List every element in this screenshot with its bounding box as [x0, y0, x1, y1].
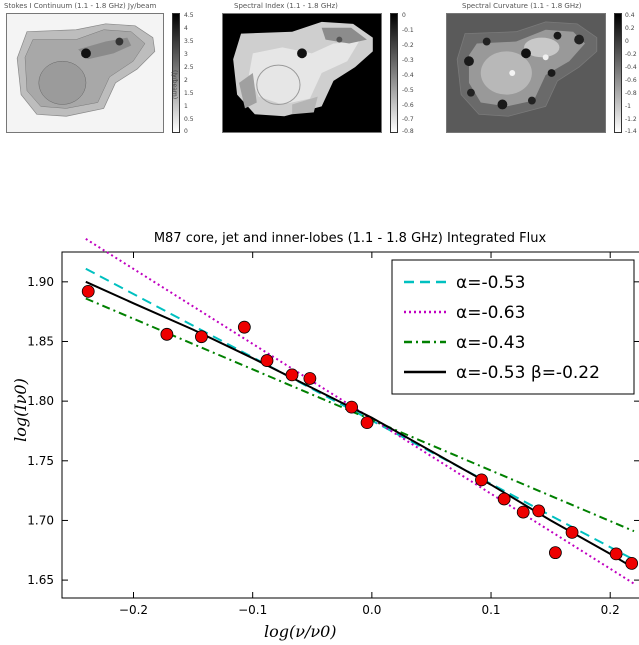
colorbar-tick: -0.2	[402, 42, 414, 49]
x-axis-label: log(ν/ν0)	[264, 622, 337, 641]
y-axis-label: log(Iν0)	[11, 378, 30, 442]
colorbar-tick: -0.3	[402, 57, 414, 64]
colorbar-tick: -0.6	[402, 102, 414, 109]
colorbar-tick: -0.5	[402, 87, 414, 94]
x-tick-label: 0.1	[481, 603, 500, 617]
colorbar-tick: 2.5	[184, 64, 194, 71]
y-tick-label: 1.70	[27, 513, 54, 527]
data-point	[195, 330, 208, 344]
data-point	[625, 557, 639, 570]
colorbar-tick: 1.5	[184, 90, 194, 97]
colorbar-tick: -1.4	[625, 128, 637, 135]
legend-label: α=-0.53 β=-0.22	[456, 363, 600, 383]
colorbar-tick: 0.2	[625, 25, 635, 32]
data-point	[160, 327, 174, 341]
spectral-curvature-image	[446, 13, 606, 133]
y-axis: 1.65 1.70 1.75 1.80 1.85 1.90	[27, 275, 639, 587]
colorbar-tick: 0	[402, 12, 406, 19]
colorbar-tick: -1.2	[625, 116, 637, 123]
data-points	[81, 284, 639, 570]
plot-frame	[61, 251, 639, 599]
stokes-i-panel-title: Stokes I Continuum (1.1 - 1.8 GHz) Jy/be…	[4, 2, 157, 10]
data-point	[475, 473, 488, 487]
data-point	[565, 525, 579, 539]
colorbar-tick: 4.5	[184, 12, 194, 19]
data-point	[532, 504, 546, 518]
data-point	[285, 368, 299, 382]
x-axis: −0.2 −0.1 0.0 0.1 0.2	[119, 252, 620, 617]
colorbar-tick: -0.6	[625, 77, 637, 84]
colorbar-tick: 0	[625, 38, 629, 45]
colorbar-tick: 4	[184, 25, 188, 32]
colorbar-tick: -0.8	[402, 128, 414, 135]
x-tick-label: −0.2	[119, 603, 148, 617]
colorbar-tick: -0.8	[625, 90, 637, 97]
spectral-index-image	[222, 13, 382, 133]
colorbar-tick: 3.5	[184, 38, 194, 45]
colorbar-tick: -0.4	[625, 64, 637, 71]
legend: α=-0.53 α=-0.63 α=-0.43 α=-0.53 β=-0.22	[391, 259, 635, 395]
colorbar-tick: 0.4	[625, 12, 635, 19]
colorbar-tick: -0.1	[402, 27, 414, 34]
colorbar-tick: -0.2	[625, 51, 637, 58]
x-tick-label: 0.0	[362, 603, 381, 617]
spectral-index-colorbar	[390, 13, 398, 133]
x-tick-label: 0.2	[601, 603, 620, 617]
data-point	[497, 492, 511, 506]
data-point	[303, 372, 317, 385]
colorbar-tick: 0	[184, 128, 188, 135]
data-point	[81, 284, 95, 298]
data-point	[345, 400, 358, 414]
colorbar-tick: 2	[184, 77, 188, 84]
data-point	[360, 416, 374, 430]
stokes-i-colorbar	[172, 13, 180, 133]
spectral-index-panel-title: Spectral Index (1.1 - 1.8 GHz)	[234, 2, 338, 10]
y-tick-label: 1.65	[27, 573, 54, 587]
x-axis-label-text: log(ν/ν0)	[264, 622, 337, 641]
data-point	[548, 546, 562, 560]
colorbar-tick: -0.7	[402, 116, 414, 123]
data-point	[237, 320, 251, 334]
x-tick-label: −0.1	[238, 603, 267, 617]
colorbar-tick: 0.5	[184, 116, 194, 123]
legend-label: α=-0.53	[456, 273, 525, 293]
colorbar-tick: 3	[184, 51, 188, 58]
colorbar-tick: -0.4	[402, 72, 414, 79]
chart-title: M87 core, jet and inner-lobes (1.1 - 1.8…	[154, 231, 547, 246]
y-tick-label: 1.75	[27, 454, 54, 468]
spectral-curvature-colorbar	[614, 13, 622, 133]
data-point	[516, 505, 530, 519]
spectral-curvature-panel-title: Spectral Curvature (1.1 - 1.8 GHz)	[462, 2, 582, 10]
data-point	[609, 547, 623, 561]
y-tick-label: 1.80	[27, 394, 54, 408]
y-axis-label-text: log(Iν0)	[11, 378, 30, 442]
y-tick-label: 1.85	[27, 334, 54, 348]
colorbar-tick: 1	[184, 103, 188, 110]
y-tick-label: 1.90	[27, 275, 54, 289]
data-point	[260, 354, 274, 367]
stokes-i-image	[6, 13, 164, 133]
legend-label: α=-0.63	[456, 303, 525, 323]
colorbar-tick: -1	[625, 103, 631, 110]
legend-label: α=-0.43	[456, 333, 525, 353]
